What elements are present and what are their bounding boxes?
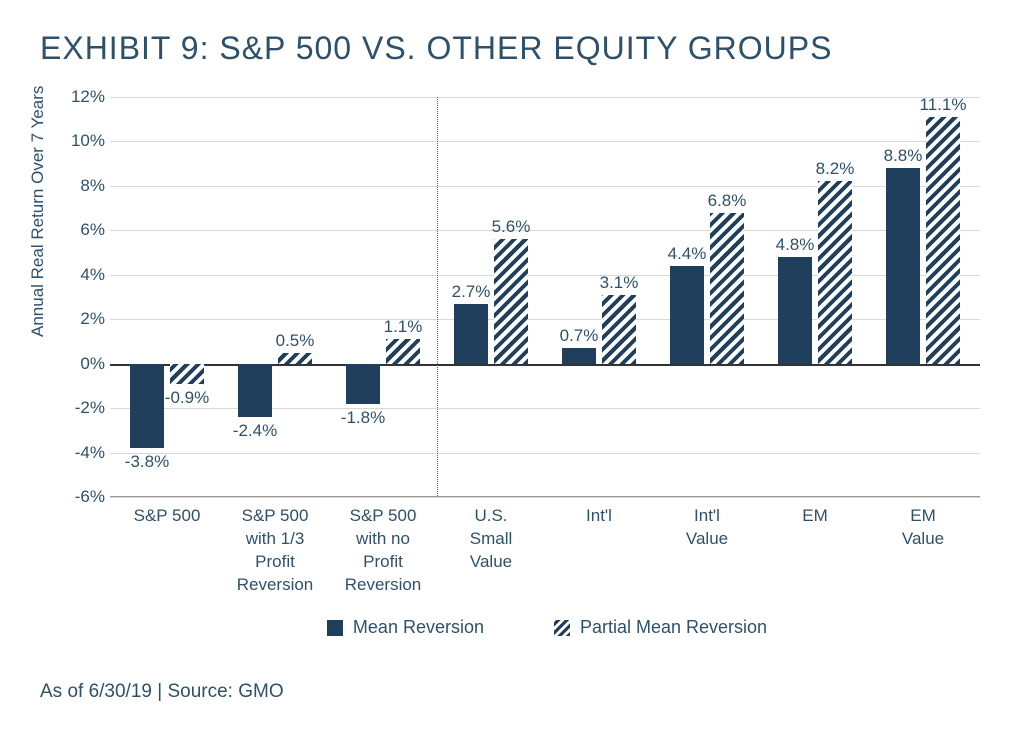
bar-value-label: -3.8% bbox=[125, 452, 169, 472]
bar bbox=[170, 364, 204, 384]
bar bbox=[602, 295, 636, 364]
bar bbox=[454, 304, 488, 364]
bar-value-label: -0.9% bbox=[165, 388, 209, 408]
bar-value-label: -2.4% bbox=[233, 421, 277, 441]
bar bbox=[778, 257, 812, 364]
x-category-label: EM bbox=[802, 505, 828, 528]
bar-value-label: -1.8% bbox=[341, 408, 385, 428]
plot-area: -6%-4%-2%0%2%4%6%8%10%12%-3.8%-0.9%-2.4%… bbox=[110, 97, 980, 497]
bar-value-label: 5.6% bbox=[492, 217, 531, 237]
bar-value-label: 3.1% bbox=[600, 273, 639, 293]
legend: Mean Reversion Partial Mean Reversion bbox=[110, 617, 984, 641]
y-tick-label: -2% bbox=[60, 398, 105, 418]
section-divider bbox=[437, 97, 438, 496]
bar bbox=[494, 239, 528, 363]
y-tick-label: 8% bbox=[60, 176, 105, 196]
legend-label: Mean Reversion bbox=[353, 617, 484, 638]
y-tick-label: 0% bbox=[60, 354, 105, 374]
bar-value-label: 0.5% bbox=[276, 331, 315, 351]
bar bbox=[130, 364, 164, 448]
bar bbox=[926, 117, 960, 364]
y-tick-label: 10% bbox=[60, 131, 105, 151]
x-category-label: S&P 500with noProfitReversion bbox=[345, 505, 422, 597]
bar bbox=[238, 364, 272, 417]
x-category-label: Int'l bbox=[586, 505, 612, 528]
legend-item: Mean Reversion bbox=[327, 617, 484, 638]
bar-value-label: 8.2% bbox=[816, 159, 855, 179]
y-tick-label: 6% bbox=[60, 220, 105, 240]
bar bbox=[346, 364, 380, 404]
chart-container: Annual Real Return Over 7 Years -6%-4%-2… bbox=[40, 97, 984, 641]
solid-swatch-icon bbox=[327, 620, 343, 636]
bar bbox=[886, 168, 920, 364]
gridline bbox=[110, 453, 980, 454]
bar bbox=[562, 348, 596, 364]
legend-item: Partial Mean Reversion bbox=[554, 617, 767, 638]
bar-value-label: 4.4% bbox=[668, 244, 707, 264]
y-axis-title: Annual Real Return Over 7 Years bbox=[28, 86, 48, 337]
chart-title: EXHIBIT 9: S&P 500 VS. OTHER EQUITY GROU… bbox=[40, 30, 984, 67]
bar-value-label: 11.1% bbox=[920, 95, 967, 115]
bar bbox=[386, 339, 420, 363]
bar-value-label: 6.8% bbox=[708, 191, 747, 211]
x-category-label: S&P 500 bbox=[134, 505, 201, 528]
hatch-swatch-icon bbox=[554, 620, 570, 636]
gridline bbox=[110, 97, 980, 98]
gridline bbox=[110, 141, 980, 142]
x-axis-labels: S&P 500 S&P 500with 1/3ProfitReversion S&P… bbox=[110, 497, 980, 617]
y-tick-label: -4% bbox=[60, 443, 105, 463]
bar bbox=[710, 213, 744, 364]
y-tick-label: -6% bbox=[60, 487, 105, 507]
legend-label: Partial Mean Reversion bbox=[580, 617, 767, 638]
y-tick-label: 2% bbox=[60, 309, 105, 329]
x-category-label: EMValue bbox=[902, 505, 944, 551]
x-category-label: Int'lValue bbox=[686, 505, 728, 551]
bar bbox=[278, 353, 312, 364]
bar-value-label: 8.8% bbox=[884, 146, 923, 166]
y-tick-label: 4% bbox=[60, 265, 105, 285]
bar-value-label: 4.8% bbox=[776, 235, 815, 255]
bar bbox=[818, 181, 852, 363]
source-footer: As of 6/30/19 | Source: GMO bbox=[40, 681, 984, 703]
y-tick-label: 12% bbox=[60, 87, 105, 107]
bar-value-label: 1.1% bbox=[384, 317, 423, 337]
bar bbox=[670, 266, 704, 364]
x-category-label: U.S.SmallValue bbox=[470, 505, 513, 574]
x-category-label: S&P 500with 1/3ProfitReversion bbox=[237, 505, 314, 597]
bar-value-label: 2.7% bbox=[452, 282, 491, 302]
bar-value-label: 0.7% bbox=[560, 326, 599, 346]
